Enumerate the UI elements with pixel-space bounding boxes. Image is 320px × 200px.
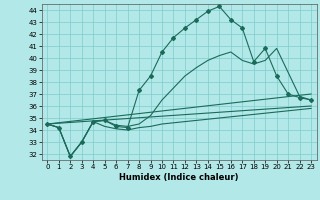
X-axis label: Humidex (Indice chaleur): Humidex (Indice chaleur) <box>119 173 239 182</box>
